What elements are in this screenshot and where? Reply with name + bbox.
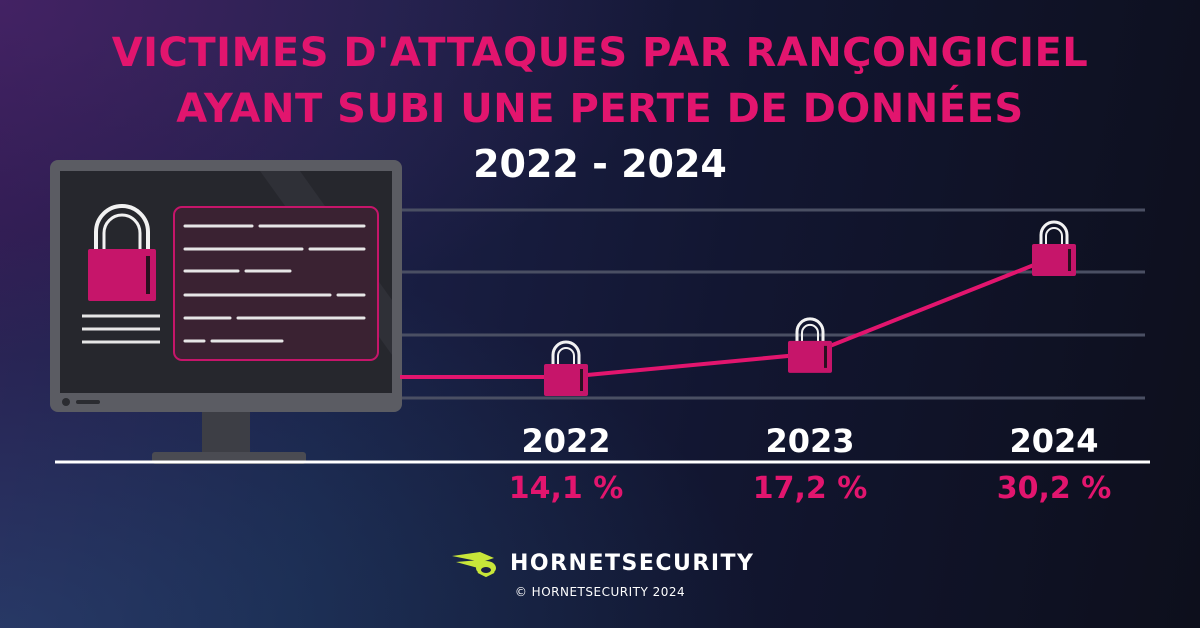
chart-title-line-2: AYANT SUBI UNE PERTE DE DONNÉES	[176, 86, 1024, 132]
document-text-lines	[183, 224, 366, 343]
value-label: 30,2 %	[997, 471, 1112, 506]
monitor-icon	[50, 160, 402, 464]
monitor-stand-neck	[202, 408, 250, 454]
series-line	[400, 255, 1055, 379]
x-tick-label: 2023	[765, 422, 854, 460]
chart-title-line-1: VICTIMES D'ATTAQUES PAR RANÇONGICIEL	[111, 30, 1089, 76]
brand-name: HORNETSECURITY	[510, 550, 755, 576]
screen-lock-icon	[88, 204, 156, 301]
hornet-icon	[452, 552, 496, 578]
screen-text-lines	[82, 314, 160, 344]
value-label: 14,1 %	[509, 471, 624, 506]
gridlines	[395, 208, 1145, 400]
x-tick-label: 2024	[1009, 422, 1098, 460]
value-label: 17,2 %	[753, 471, 868, 506]
year-range: 2022 - 2024	[473, 142, 727, 186]
copyright: © HORNETSECURITY 2024	[514, 585, 686, 599]
padlock-marker-2022	[544, 340, 588, 396]
monitor-badge	[76, 400, 100, 404]
power-led	[62, 398, 70, 406]
series-line-group	[400, 220, 1076, 396]
axis-labels: 2022 14,1 % 2023 17,2 % 2024 30,2 %	[509, 422, 1112, 506]
x-tick-label: 2022	[521, 422, 610, 460]
brand-logo: HORNETSECURITY	[450, 548, 754, 578]
padlock-marker-2023	[788, 317, 832, 373]
padlock-marker-2024	[1032, 220, 1076, 276]
screen-document-panel	[173, 206, 379, 361]
